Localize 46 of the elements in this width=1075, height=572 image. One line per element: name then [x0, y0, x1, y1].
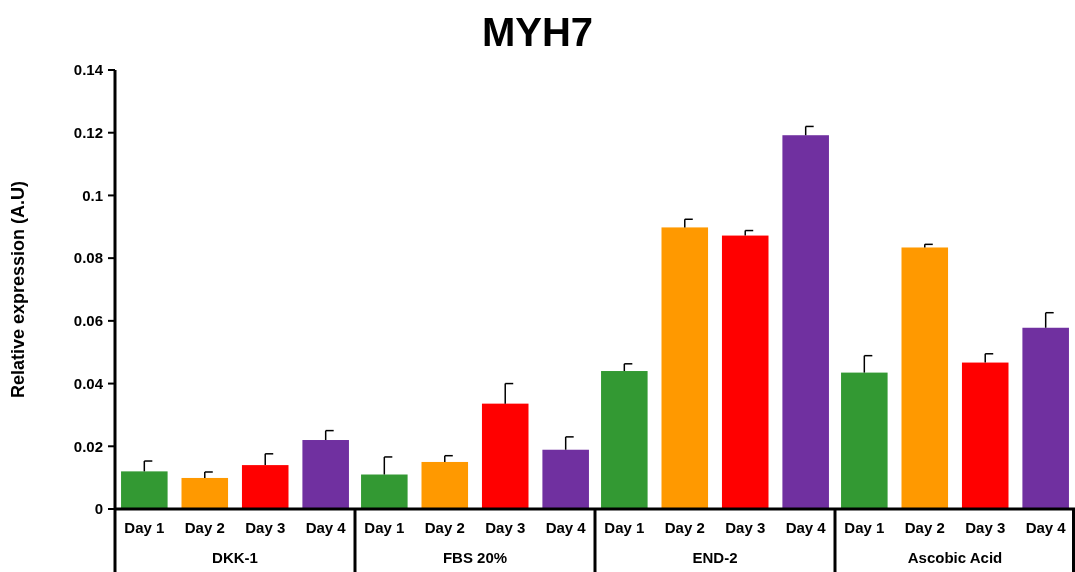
y-axis-title: Relative expression (A.U) — [8, 180, 28, 399]
bar — [481, 403, 529, 509]
text: Day 3 — [485, 519, 526, 536]
text: Day 4 — [545, 519, 586, 536]
text: Day 4 — [1025, 519, 1066, 536]
x-tick-label: DKK-1 — [212, 549, 258, 566]
y-tick-label: 0.1 — [82, 186, 103, 204]
text: Day 3 — [965, 519, 1006, 536]
bar — [782, 135, 829, 509]
text: Day 1 — [364, 519, 405, 536]
bar — [961, 362, 1009, 509]
y-tick-label: 0.08 — [73, 249, 103, 267]
bar — [361, 474, 408, 509]
bar — [181, 477, 229, 509]
series-label: Day 1 — [124, 519, 165, 536]
x-tick-label: Ascobic Acid — [907, 549, 1003, 566]
text: Day 4 — [785, 519, 826, 536]
bar — [721, 235, 769, 509]
bar — [241, 465, 289, 509]
series-label: Day 4 — [305, 519, 347, 536]
x-tick-label: FBS 20% — [442, 549, 508, 566]
bar — [542, 449, 589, 509]
bar — [601, 371, 648, 509]
y-tick-label: 0.06 — [73, 312, 103, 330]
series-label: Day 2 — [184, 519, 225, 536]
y-tick-label: 0.04 — [73, 374, 104, 392]
text: Day 2 — [664, 519, 705, 536]
x-tick-label: END-2 — [692, 549, 738, 566]
bar — [1022, 327, 1069, 509]
text: Day 1 — [844, 519, 885, 536]
bar — [302, 440, 349, 509]
bar — [121, 471, 168, 509]
text: Day 2 — [904, 519, 945, 536]
series-label: Day 3 — [245, 519, 286, 536]
bar — [421, 461, 469, 509]
y-tick-label: 0 — [94, 500, 103, 518]
y-tick-label: 0.12 — [73, 123, 103, 141]
bar — [901, 247, 949, 509]
text: Day 1 — [604, 519, 645, 536]
text: Day 2 — [424, 519, 465, 536]
y-tick-label: 0.02 — [73, 437, 103, 455]
text: Day 3 — [725, 519, 766, 536]
bar — [841, 372, 888, 509]
chart-title: MYH7 — [481, 10, 594, 54]
bar — [661, 227, 709, 509]
y-tick-label: 0.14 — [73, 61, 104, 79]
